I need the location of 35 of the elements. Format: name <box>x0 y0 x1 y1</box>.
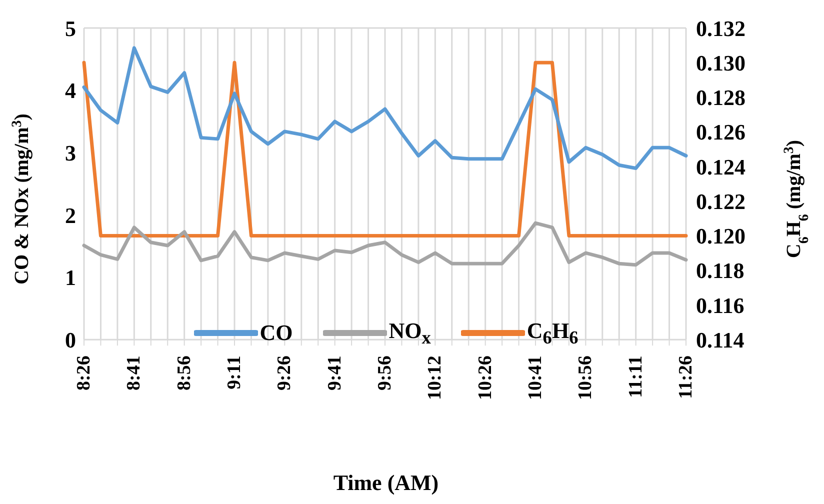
x-tick-label: 10:56 <box>575 356 596 400</box>
y2-tick-label: 0.126 <box>696 120 746 145</box>
line-series <box>82 46 688 170</box>
y-tick-label: 2 <box>65 202 76 228</box>
x-tick-label: 8:26 <box>74 356 94 390</box>
x-tick-label: 8:41 <box>124 356 145 390</box>
y-tick-label: 3 <box>65 140 76 166</box>
x-tick-label: 9:26 <box>274 356 296 390</box>
x-tick-label: 11:26 <box>676 356 696 399</box>
y-tick-label: 0 <box>65 327 76 352</box>
y-tick-label: 4 <box>65 78 76 104</box>
legend-label: CO <box>260 320 293 346</box>
y2-tick-label: 0.130 <box>696 50 746 76</box>
x-tick-label: 10:26 <box>474 356 496 400</box>
x-tick-label: 8:56 <box>174 356 195 390</box>
y2-tick-label: 0.120 <box>696 224 746 249</box>
x-tick-label: 9:56 <box>374 356 396 390</box>
y-tick-label: 1 <box>65 265 76 290</box>
y2-tick-label: 0.116 <box>696 292 744 318</box>
legend-label: C$_{6}$H$_{6}$ <box>526 318 578 348</box>
x-tick-label: 10:12 <box>424 356 446 400</box>
x-axis-title: Time (AM) <box>333 470 439 495</box>
line-series <box>82 221 688 267</box>
y2-tick-label: 0.118 <box>696 258 744 284</box>
legend-label: NO$_{x}$ <box>388 318 431 348</box>
y2-tick-label: 0.132 <box>696 16 746 41</box>
y2-tick-label: 0.128 <box>696 85 746 110</box>
x-tick-label: 9:11 <box>224 356 245 390</box>
y2-tick-label: 0.114 <box>696 327 744 352</box>
x-tick-label: 11:11 <box>625 356 646 398</box>
x-tick-label: 10:41 <box>525 356 546 400</box>
y2-tick-label: 0.124 <box>696 154 746 180</box>
y2-tick-label: 0.122 <box>696 188 746 214</box>
y-tick-label: 5 <box>65 16 76 41</box>
x-tick-label: 9:41 <box>324 356 346 390</box>
